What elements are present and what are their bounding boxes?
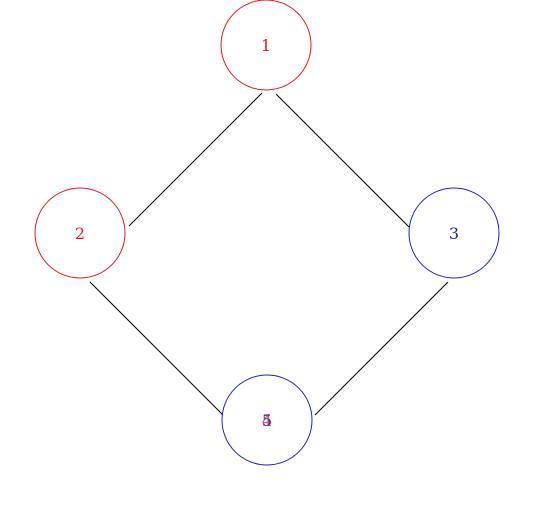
node-2-label: 2 — [75, 224, 85, 243]
node-4-label: 4 — [262, 411, 272, 430]
edge-1-2 — [128, 92, 263, 227]
node-5: 5 — [221, 374, 313, 466]
node-2-circle — [34, 187, 126, 279]
node-3: 3 — [408, 187, 500, 279]
node-5-label: 5 — [262, 411, 272, 430]
edge-1-3 — [275, 93, 410, 228]
node-4: 4 — [262, 411, 272, 430]
node-3-label: 3 — [449, 224, 459, 243]
edge-2-4 — [89, 281, 224, 416]
edge-3-5 — [314, 281, 449, 416]
node-2: 2 — [34, 187, 126, 279]
node-3-circle — [408, 187, 500, 279]
edges — [89, 92, 449, 416]
node-1-circle — [220, 0, 312, 91]
nodes: 1 2 3 5 4 — [34, 0, 500, 466]
node-1-label: 1 — [261, 36, 271, 55]
node-5-circle — [221, 374, 313, 466]
node-1: 1 — [220, 0, 312, 91]
